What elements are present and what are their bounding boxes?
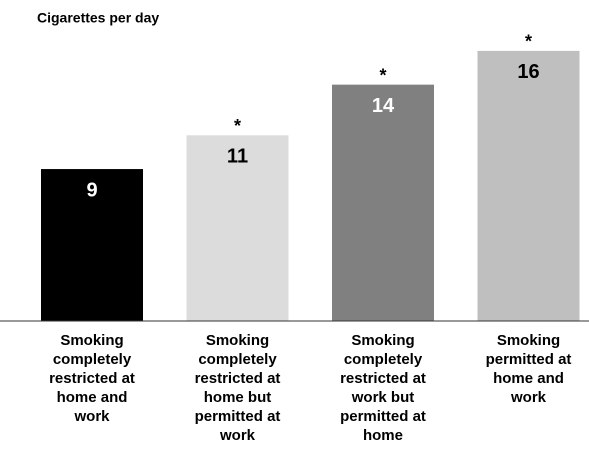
x-tick-label: Smoking permitted at home and work xyxy=(485,332,572,406)
significance-marker: * xyxy=(525,32,532,52)
value-label: 9 xyxy=(86,179,97,201)
value-label: 16 xyxy=(517,61,539,83)
bar xyxy=(332,84,434,321)
value-label: 11 xyxy=(227,146,248,168)
bar xyxy=(186,135,289,321)
significance-marker: * xyxy=(379,65,386,85)
x-tick-label: Smoking completely restricted at home an… xyxy=(49,332,135,425)
x-tick-label: Smoking completely restricted at home bu… xyxy=(194,332,281,444)
significance-marker: * xyxy=(234,116,241,136)
bar xyxy=(41,169,143,321)
value-label: 14 xyxy=(372,95,395,117)
x-tick-label: Smoking completely restricted at work bu… xyxy=(340,332,426,444)
bar xyxy=(477,50,580,321)
chart-title: Cigarettes per day xyxy=(37,10,159,26)
